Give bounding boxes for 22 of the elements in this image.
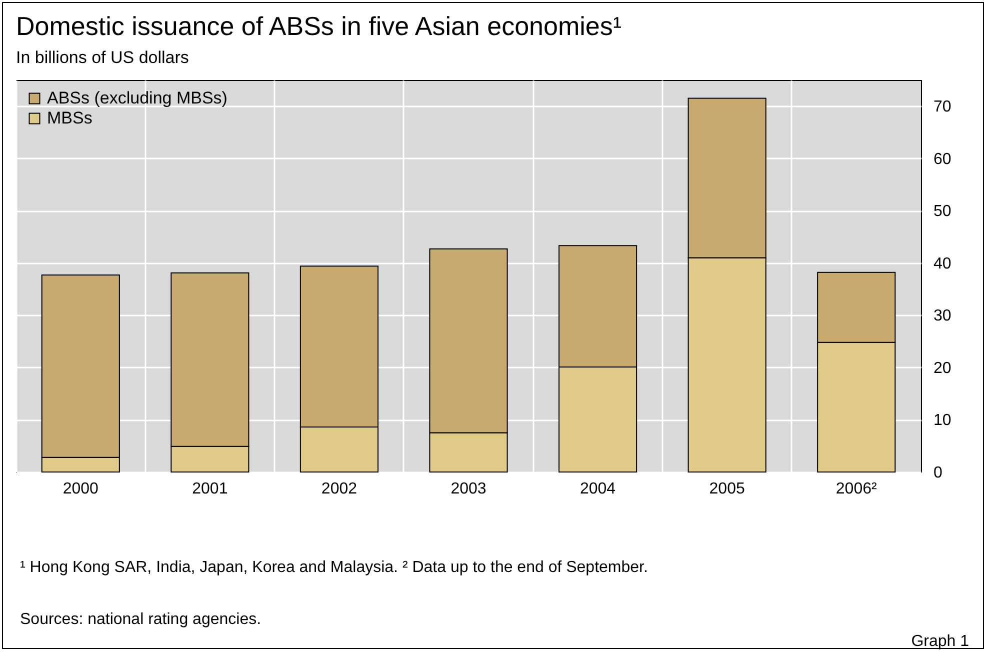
text: ¹ Hong Kong SAR, India, Japan, Korea and Malaysia. ² Data up to the end of September.: [20, 559, 648, 577]
y-tick-label: 0: [934, 464, 942, 482]
y-tick-label: 10: [934, 412, 952, 430]
x-tick-label: 2001: [192, 480, 228, 498]
x-tick-label: 2006²: [836, 480, 878, 498]
y-tick-label: 20: [934, 360, 952, 377]
x-tick-label: 2005: [709, 480, 745, 498]
x-tick-label: 2000: [62, 480, 99, 498]
source-note: Sources: national rating agencies.: [20, 611, 262, 629]
chart-title: Domestic issuance of ABSs in five Asian economies¹: [16, 11, 622, 41]
caption: Graph 1: [911, 633, 969, 651]
y-tick-label: 40: [934, 255, 952, 272]
legend-label: ABSs (excluding MBSs): [47, 88, 228, 108]
y-tick-label: 50: [934, 203, 952, 220]
y-tick-label: 70: [934, 98, 952, 116]
chart-subtitle: In billions of US dollars: [16, 48, 189, 67]
y-tick-label: 60: [934, 150, 952, 168]
x-tick-label: 2003: [450, 480, 486, 498]
legend-label: MBSs: [47, 108, 92, 128]
x-tick-label: 2004: [580, 480, 616, 498]
x-tick-label: 2002: [321, 480, 358, 498]
y-tick-label: 30: [934, 308, 952, 325]
